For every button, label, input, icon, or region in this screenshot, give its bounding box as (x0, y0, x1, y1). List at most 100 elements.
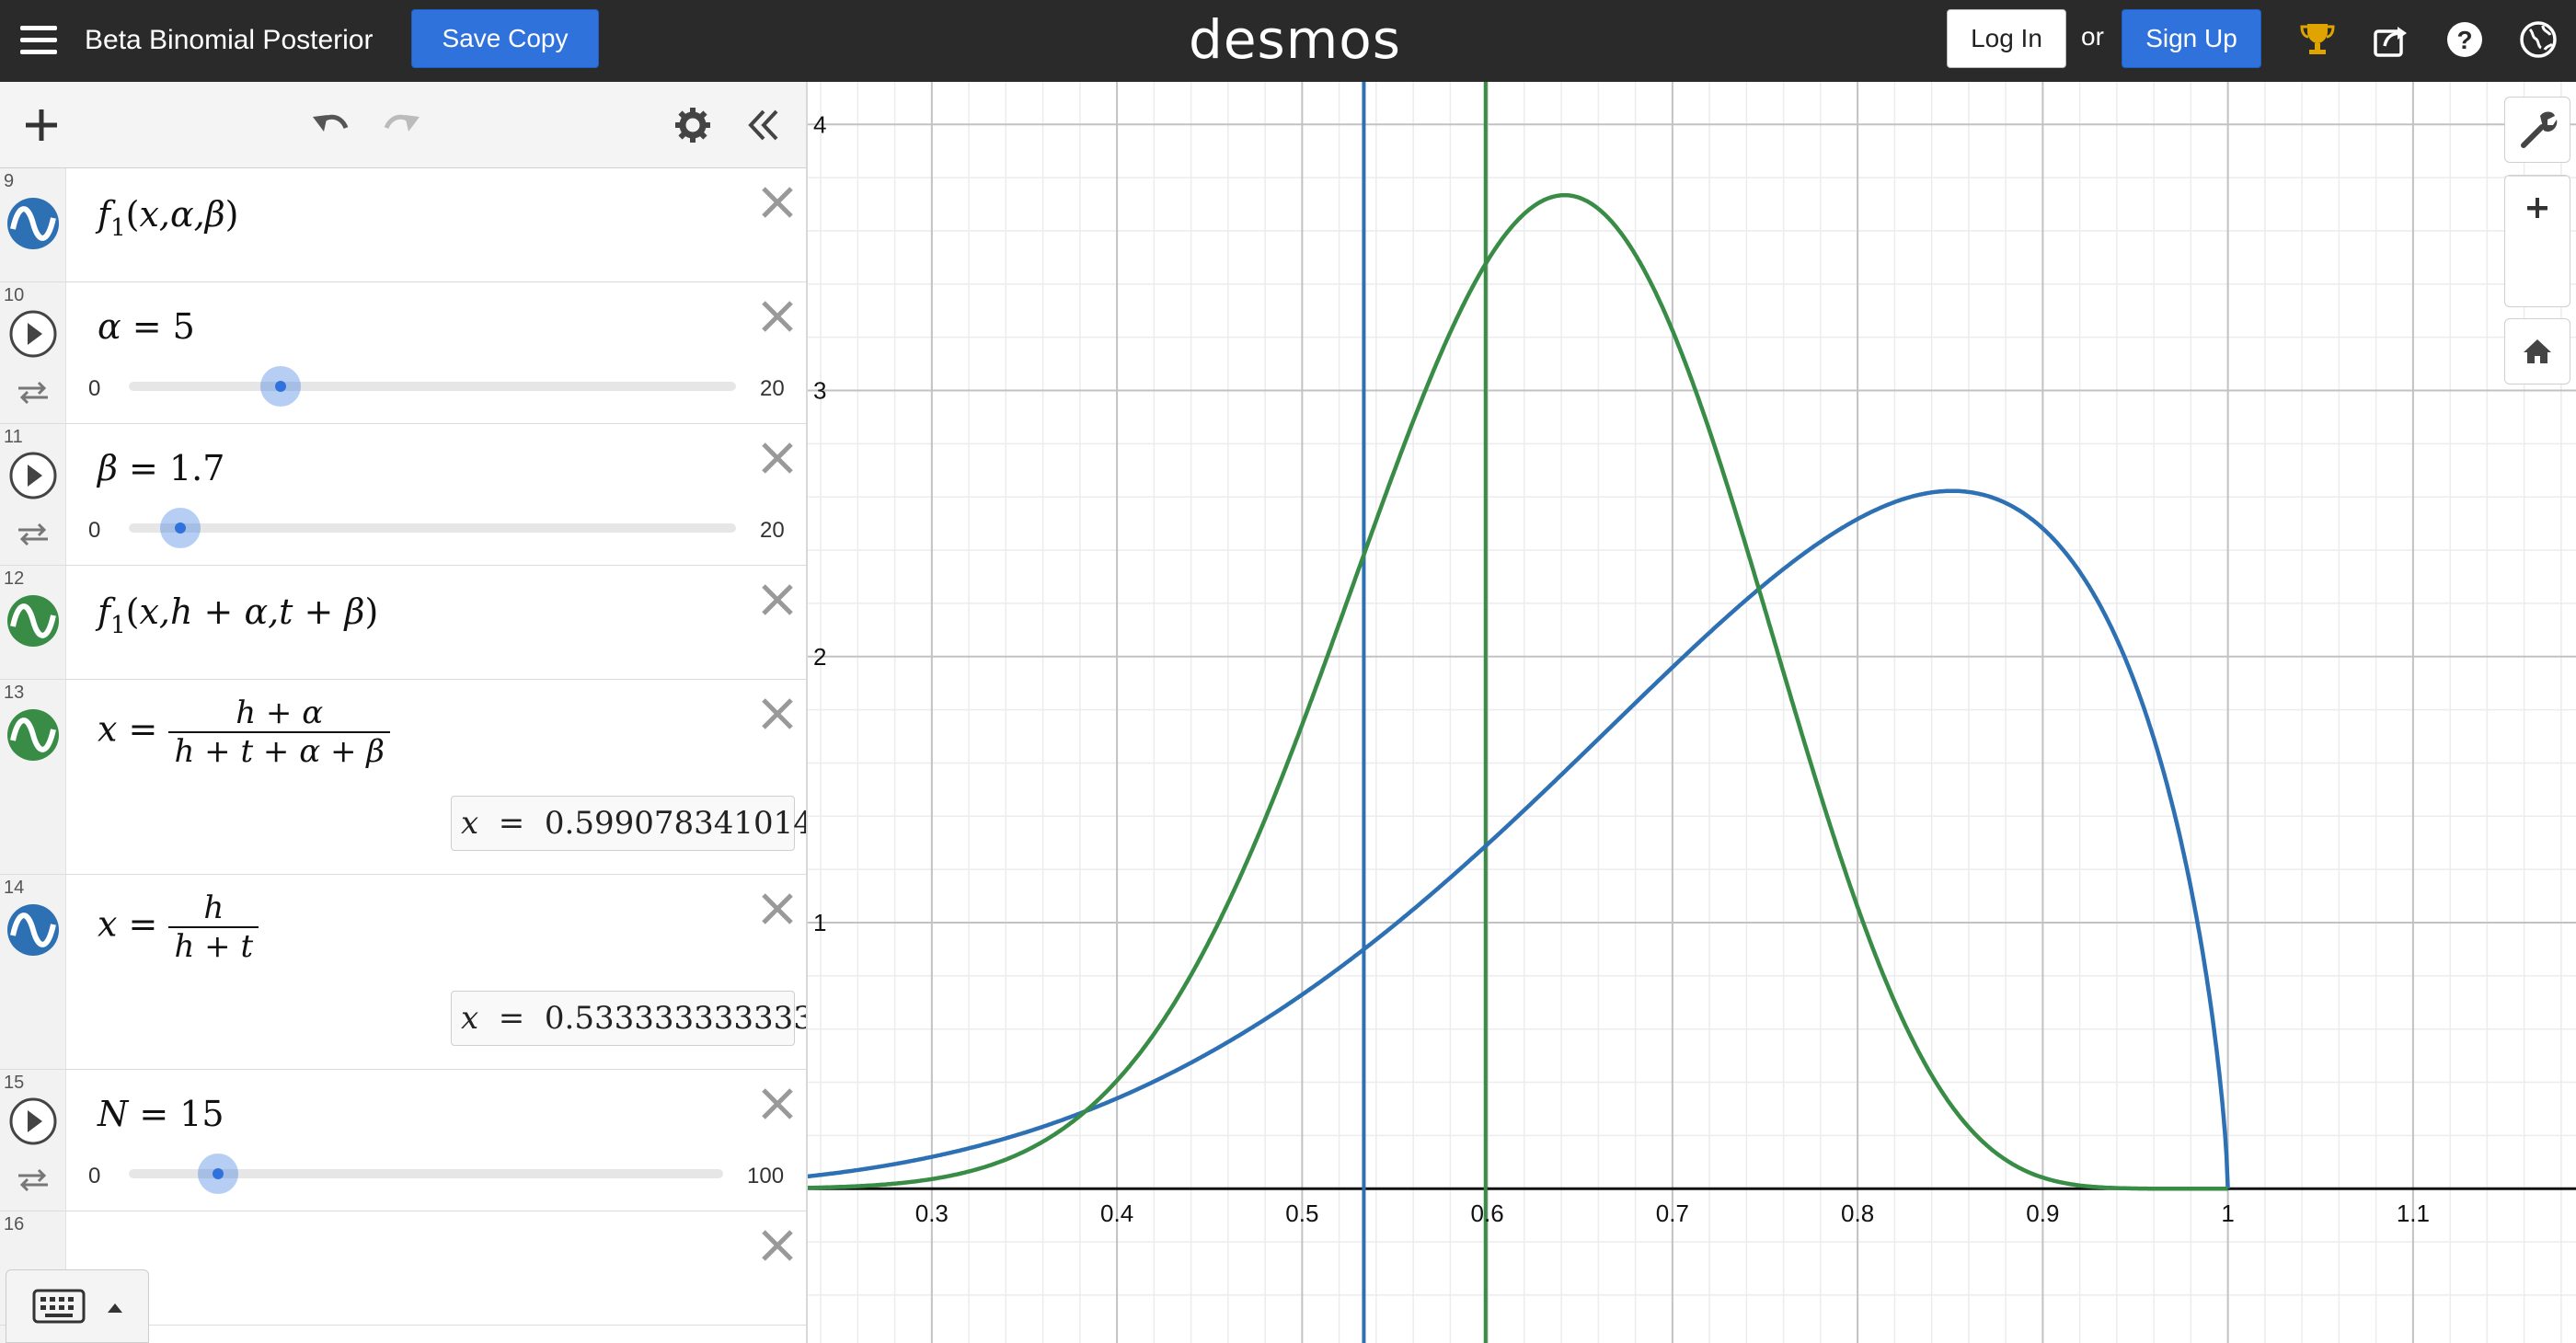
graph-title[interactable]: Beta Binomial Posterior (85, 25, 374, 55)
collapse-panel-icon[interactable] (742, 104, 784, 146)
slider-variable[interactable]: α = 5 (98, 306, 195, 347)
slider-handle[interactable] (260, 366, 301, 407)
zoom-controls (2504, 175, 2570, 307)
globe-icon[interactable] (2517, 18, 2559, 61)
add-expression-icon[interactable] (20, 104, 63, 146)
curves (808, 192, 2230, 1191)
expression-number: 12 (4, 568, 25, 589)
graph-paper[interactable]: 0.3 0.4 0.5 0.6 0.7 0.8 0.9 1 1.1 1 2 3 4 (808, 82, 2576, 1343)
save-copy-button[interactable]: Save Copy (411, 9, 599, 68)
expression-list: 9 f1(x,α,β) 10 α = 5 0 20 (0, 82, 808, 1343)
trophy-icon[interactable] (2296, 18, 2339, 61)
expression-gutter: 9 (0, 168, 66, 281)
redo-icon[interactable] (381, 104, 423, 146)
settings-gear-icon[interactable] (672, 104, 714, 146)
repeat-icon[interactable] (15, 380, 52, 406)
slider-track[interactable] (129, 382, 736, 391)
wrench-icon[interactable] (2505, 98, 2570, 162)
menu-icon[interactable] (20, 24, 57, 57)
minor-gridlines (808, 82, 2576, 1343)
play-icon[interactable] (7, 1096, 59, 1147)
expression-gutter: 13 (0, 680, 66, 874)
help-icon[interactable]: ? (2444, 18, 2486, 61)
default-view-control (2504, 318, 2570, 385)
evaluation-result: x = 0.533333333333 (451, 991, 806, 1046)
major-gridlines (808, 82, 2576, 1343)
delete-expression-icon[interactable] (754, 1337, 800, 1343)
expression-toolbar (0, 82, 806, 168)
slider-expression[interactable]: 15 N = 15 0 100 (0, 1070, 806, 1211)
graph-visibility-icon[interactable] (6, 902, 61, 958)
slider-expression[interactable]: 10 α = 5 0 20 (0, 282, 806, 424)
slider-min[interactable]: 0 (88, 1164, 101, 1188)
delete-expression-icon[interactable] (754, 1081, 800, 1127)
delete-expression-icon[interactable] (754, 293, 800, 339)
expression-gutter: 12 (0, 566, 66, 679)
slider-max[interactable]: 100 (747, 1164, 785, 1188)
x-tick-label: 0.9 (2026, 1200, 2059, 1227)
y-tick-label: 2 (813, 643, 826, 671)
slider-variable[interactable]: N = 15 (98, 1094, 224, 1134)
keyboard-toggle-button[interactable] (6, 1269, 149, 1343)
graph-visibility-icon[interactable] (6, 196, 61, 251)
slider-max[interactable]: 20 (760, 376, 785, 401)
delete-expression-icon[interactable] (754, 1222, 800, 1268)
graph-visibility-icon[interactable] (6, 707, 61, 763)
expression-number: 15 (4, 1073, 25, 1093)
prior-curve-blue (808, 488, 2230, 1189)
expression-row[interactable]: 9 f1(x,α,β) (0, 168, 806, 282)
slider-min[interactable]: 0 (88, 376, 101, 401)
delete-expression-icon[interactable] (754, 886, 800, 932)
graph-canvas[interactable]: 0.3 0.4 0.5 0.6 0.7 0.8 0.9 1 1.1 1 2 3 4 (808, 82, 2576, 1343)
expression-number: 14 (4, 878, 25, 898)
desmos-logo: desmos (1189, 8, 1401, 71)
or-label: or (2081, 22, 2104, 51)
play-icon[interactable] (7, 450, 59, 501)
x-tick-label: 0.6 (1471, 1200, 1504, 1227)
x-tick-label: 0.7 (1656, 1200, 1689, 1227)
caret-up-icon (108, 1303, 122, 1313)
zoom-out-icon[interactable] (2505, 176, 2570, 240)
play-icon[interactable] (7, 308, 59, 360)
slider-min[interactable]: 0 (88, 518, 101, 543)
delete-expression-icon[interactable] (754, 691, 800, 737)
slider-handle[interactable] (160, 508, 201, 548)
posterior-curve-green (808, 192, 2228, 1191)
delete-expression-icon[interactable] (754, 179, 800, 225)
slider-max[interactable]: 20 (760, 518, 785, 543)
home-icon[interactable] (2505, 319, 2570, 384)
delete-expression-icon[interactable] (754, 435, 800, 481)
delete-expression-icon[interactable] (754, 577, 800, 623)
expression-latex[interactable]: f1(x,α,β) (98, 194, 239, 242)
repeat-icon[interactable] (15, 522, 52, 547)
log-in-button[interactable]: Log In (1947, 9, 2066, 68)
graph-settings-control (2504, 97, 2570, 163)
slider-handle[interactable] (197, 1154, 238, 1194)
slider-track[interactable] (129, 523, 736, 533)
undo-icon[interactable] (309, 104, 351, 146)
expression-latex[interactable]: f1(x,h + α,t + β) (98, 591, 379, 639)
top-bar: Beta Binomial Posterior Save Copy desmos… (0, 0, 2576, 82)
repeat-icon[interactable] (15, 1167, 52, 1193)
svg-text:?: ? (2456, 26, 2472, 54)
sign-up-button[interactable]: Sign Up (2122, 9, 2261, 68)
slider-expression[interactable]: 11 β = 1.7 0 20 (0, 424, 806, 566)
x-tick-label: 1 (2221, 1200, 2234, 1227)
y-tick-label: 3 (813, 377, 826, 405)
expression-row[interactable]: 12 f1(x,h + α,t + β) (0, 566, 806, 680)
expression-number: 10 (4, 285, 25, 305)
graph-visibility-icon[interactable] (6, 593, 61, 649)
expression-gutter: 15 (0, 1070, 66, 1211)
slider-variable[interactable]: β = 1.7 (98, 448, 225, 488)
slider-track[interactable] (129, 1169, 723, 1178)
expression-number: 13 (4, 683, 25, 703)
x-tick-label: 0.8 (1841, 1200, 1874, 1227)
vertical-lines (1362, 82, 1488, 1343)
keyboard-icon (32, 1289, 122, 1324)
share-icon[interactable] (2370, 18, 2412, 61)
y-tick-label: 4 (813, 110, 826, 138)
